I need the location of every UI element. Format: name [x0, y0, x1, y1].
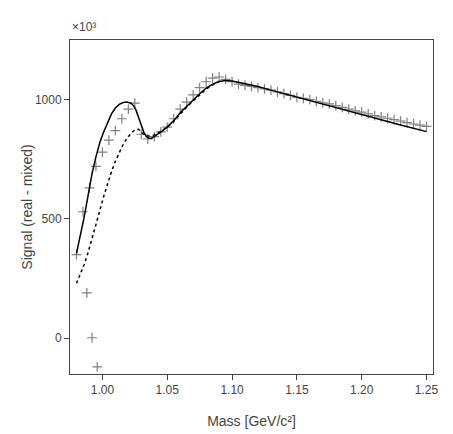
- svg-text:1.00: 1.00: [91, 383, 115, 397]
- svg-text:Mass [GeV/c²]: Mass [GeV/c²]: [207, 413, 296, 429]
- svg-text:1.05: 1.05: [156, 383, 180, 397]
- svg-text:0: 0: [55, 331, 62, 345]
- svg-text:1.10: 1.10: [220, 383, 244, 397]
- svg-text:1.20: 1.20: [350, 383, 374, 397]
- svg-text:Signal (real - mixed): Signal (real - mixed): [19, 144, 35, 269]
- svg-text:×10³: ×10³: [72, 20, 96, 34]
- svg-text:1.25: 1.25: [415, 383, 439, 397]
- svg-text:1.15: 1.15: [285, 383, 309, 397]
- svg-text:1000: 1000: [35, 93, 62, 107]
- svg-text:500: 500: [42, 212, 62, 226]
